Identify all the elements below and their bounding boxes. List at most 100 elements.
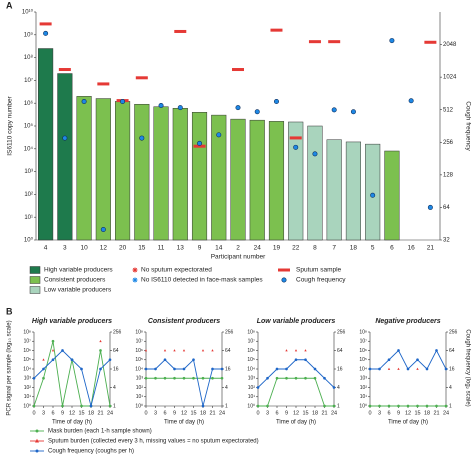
point	[266, 404, 269, 408]
y-tick-label: 10⁰	[24, 237, 34, 244]
series-line	[33, 341, 111, 407]
x-tick-label: 13	[177, 245, 185, 252]
bar	[249, 119, 265, 241]
x-tick-label: 0	[256, 410, 259, 416]
y-tick-label: 10⁵	[23, 357, 31, 363]
point	[42, 376, 45, 380]
bar	[172, 108, 188, 241]
y2-tick-label: 32	[443, 238, 450, 244]
legend-marker	[35, 429, 39, 433]
point	[444, 404, 448, 408]
y-tick-label: 10⁶	[23, 348, 31, 354]
y2-tick-label: 256	[443, 140, 454, 146]
point	[220, 376, 224, 380]
point	[154, 367, 157, 371]
point	[312, 151, 318, 157]
y-tick-label: 10²	[24, 192, 33, 198]
point	[192, 358, 195, 362]
point	[97, 82, 110, 86]
legend-swatch	[29, 276, 41, 284]
point	[108, 358, 112, 362]
point	[328, 40, 341, 44]
legend-label: Sputum burden (collected every 3 h, miss…	[48, 439, 259, 445]
panel-title: High variable producers	[32, 318, 112, 325]
point	[100, 227, 106, 233]
point	[144, 367, 148, 371]
y-tick-label: 10²	[136, 385, 144, 391]
x-tick-label: 21	[97, 410, 103, 416]
y2-tick-label: 16	[449, 366, 455, 372]
x-tick-label: 11	[158, 245, 165, 252]
point	[408, 98, 414, 104]
y2-tick-label: 16	[225, 366, 231, 372]
legend-label: High variable producers	[44, 267, 113, 274]
point	[406, 367, 410, 371]
x-tick-label: 3	[378, 410, 381, 416]
x-axis-title: Time of day (h)	[388, 420, 428, 426]
x-tick-label: 6	[275, 410, 278, 416]
point	[308, 40, 321, 44]
x-tick-label: 24	[331, 410, 337, 416]
y2-tick-label: 4	[225, 385, 228, 391]
bar	[191, 112, 208, 241]
point	[387, 367, 391, 370]
point	[294, 358, 298, 362]
point	[182, 376, 186, 380]
x-tick-label: 15	[78, 410, 84, 416]
x-tick-label: 0	[32, 410, 35, 416]
point	[193, 144, 206, 148]
x-tick-label: 18	[350, 245, 358, 252]
legend-label: Consistent producers	[44, 277, 106, 284]
y2-tick-label: 256	[449, 329, 458, 335]
y-tick-label: 10²	[248, 385, 256, 391]
bar	[268, 121, 285, 241]
y-tick-label: 10⁰	[359, 403, 367, 409]
point	[275, 376, 279, 380]
y-tick-label: 10⁵	[135, 357, 143, 363]
y-tick-label: 10¹	[136, 394, 144, 400]
point	[416, 367, 419, 370]
point	[397, 404, 400, 408]
x-axis-title: Participant number	[211, 254, 266, 261]
point	[211, 376, 214, 380]
point	[397, 349, 400, 352]
point	[62, 135, 68, 141]
y-tick-label: 10⁸	[24, 54, 34, 61]
point	[293, 144, 299, 150]
point	[220, 367, 224, 371]
y-tick-label: 10⁷	[248, 339, 256, 345]
legend-label: Low variable producers	[44, 287, 112, 294]
point	[387, 358, 391, 362]
y-tick-label: 10⁰	[135, 403, 143, 409]
point	[192, 376, 195, 380]
bar	[95, 98, 111, 241]
bar	[153, 106, 169, 241]
point	[70, 358, 74, 362]
x-tick-label: 2	[236, 245, 240, 252]
y-tick-label: 10⁷	[24, 339, 32, 345]
legend-swatch	[29, 286, 41, 294]
series-line	[257, 359, 335, 388]
x-tick-label: 20	[119, 245, 127, 252]
y-tick-label: 10³	[136, 376, 144, 382]
y2-tick-label: 512	[443, 107, 454, 113]
y-tick-label: 10³	[24, 376, 32, 382]
y-tick-label: 10⁰	[23, 403, 31, 409]
x-tick-label: 15	[190, 410, 196, 416]
x-tick-label: 9	[198, 245, 202, 252]
point	[211, 367, 214, 371]
point	[406, 404, 410, 408]
y2-tick-label: 64	[113, 348, 119, 354]
point	[99, 339, 102, 343]
point	[182, 349, 186, 352]
point	[435, 349, 438, 352]
x-tick-label: 24	[107, 410, 113, 416]
point	[120, 98, 126, 104]
point	[313, 376, 317, 380]
legend-marker	[278, 268, 290, 272]
y-tick-label: 10⁷	[136, 339, 144, 345]
point	[158, 103, 164, 109]
legend-marker	[35, 438, 39, 443]
point	[289, 136, 302, 140]
point	[80, 367, 83, 371]
